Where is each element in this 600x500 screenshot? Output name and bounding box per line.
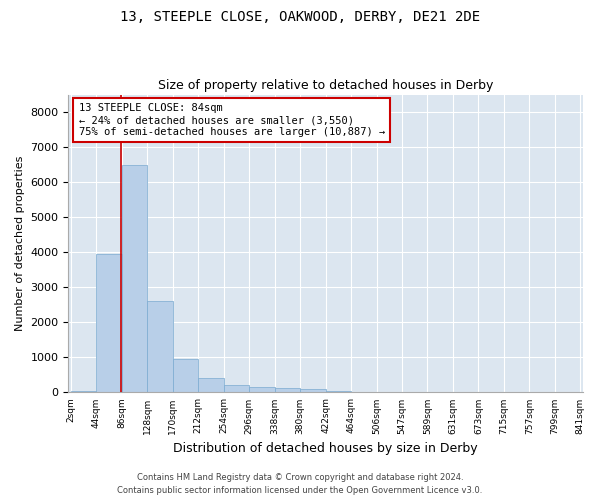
Bar [148,302,173,392]
Bar [224,386,249,392]
X-axis label: Distribution of detached houses by size in Derby: Distribution of detached houses by size … [173,442,478,455]
Text: 13 STEEPLE CLOSE: 84sqm
← 24% of detached houses are smaller (3,550)
75% of semi: 13 STEEPLE CLOSE: 84sqm ← 24% of detache… [79,104,385,136]
Bar [97,254,122,392]
Title: Size of property relative to detached houses in Derby: Size of property relative to detached ho… [158,79,493,92]
Bar [249,387,275,392]
Bar [173,359,198,392]
Bar [122,164,148,392]
Y-axis label: Number of detached properties: Number of detached properties [15,156,25,331]
Bar [275,388,300,392]
Bar [300,389,326,392]
Bar [326,390,351,392]
Text: Contains HM Land Registry data © Crown copyright and database right 2024.
Contai: Contains HM Land Registry data © Crown c… [118,474,482,495]
Bar [71,390,97,392]
Text: 13, STEEPLE CLOSE, OAKWOOD, DERBY, DE21 2DE: 13, STEEPLE CLOSE, OAKWOOD, DERBY, DE21 … [120,10,480,24]
Bar [198,378,224,392]
